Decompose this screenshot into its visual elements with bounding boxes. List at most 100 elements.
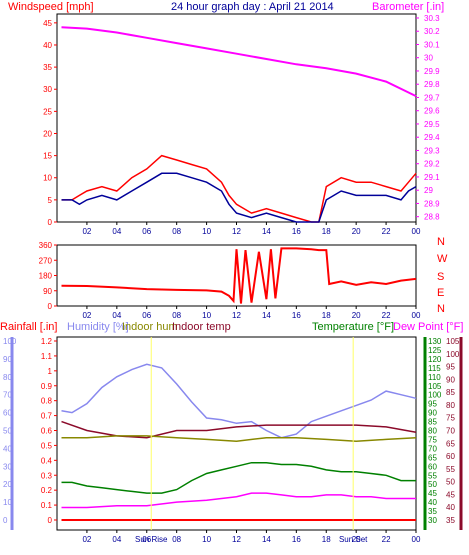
dir-x-tick-label: 22 [382,311,391,320]
dir-x-tick-label: 12 [232,311,241,320]
baro-y-tick-label: 29.7 [424,93,440,102]
baro-y-tick-label: 29.1 [424,173,440,182]
dewpoint-label: Dew Point [°F] [393,321,463,333]
temperature-label: Temperature [°F] [312,321,394,333]
dir-y-tick-label: 360 [39,241,53,250]
baro-y-tick-label: 29.3 [424,146,440,155]
wind-x-tick-label: 18 [322,227,331,236]
baro-y-tick-label: 29 [424,186,433,195]
baro-y-tick-label: 28.8 [424,213,440,222]
wind-y-tick-label: 15 [43,152,52,161]
dew-y-tick-label: 105 [446,337,460,346]
temp-y-tick-label: 60 [428,462,437,471]
barometer-line [61,26,417,97]
dew-y-tick-label: 75 [446,414,455,423]
temp-y-tick-label: 85 [428,418,437,427]
wind-y-tick-label: 45 [43,19,52,28]
baro-y-tick-label: 29.4 [424,133,440,142]
baro-y-tick-label: 30 [424,54,433,63]
dew-y-tick-label: 80 [446,401,455,410]
rainfall-label: Rainfall [.in] [0,321,57,333]
humidity-y-tick-label: 0 [3,516,8,525]
humidity-y-tick-label: 30 [3,462,12,471]
temp-y-tick-label: 105 [428,382,442,391]
climate-x-tick-label: 00 [412,535,421,544]
humidity-y-tick-label: 90 [3,355,12,364]
dir-x-tick-label: 02 [82,311,91,320]
climate-x-tick-label: 22 [382,535,391,544]
rain-y-tick-label: 1.2 [41,337,53,346]
climate-x-tick-label: 06 [142,535,151,544]
temp-y-tick-label: 50 [428,480,437,489]
rain-y-tick-label: 0.5 [41,441,53,450]
wind-y-tick-label: 40 [43,41,52,50]
climate-x-tick-label: 12 [232,535,241,544]
compass-label: N [437,236,445,248]
temp-y-tick-label: 45 [428,489,437,498]
temp-y-tick-label: 65 [428,453,437,462]
temp-y-tick-label: 100 [428,391,442,400]
dir-x-tick-label: 14 [262,311,271,320]
temp-y-tick-label: 115 [428,364,441,373]
climate-x-tick-label: 02 [82,535,91,544]
wind-y-tick-label: 10 [43,174,52,183]
climate-plot-frame [56,336,417,531]
windspeed-label: Windspeed [mph] [8,1,94,13]
wind-x-tick-label: 20 [352,227,361,236]
dew-y-tick-label: 100 [446,350,460,359]
humidity-line [61,363,417,439]
climate-x-tick-label: 18 [322,535,331,544]
baro-y-tick-label: 29.9 [424,67,440,76]
wind-x-tick-label: 00 [412,227,421,236]
temp-y-tick-label: 70 [428,444,437,453]
wind-average-line [61,172,417,223]
baro-y-tick-label: 29.2 [424,160,440,169]
climate-x-tick-label: 16 [292,535,301,544]
dir-x-tick-label: 06 [142,311,151,320]
dir-x-tick-label: 18 [322,311,331,320]
wind-x-tick-label: 08 [172,227,181,236]
wind-x-tick-label: 12 [232,227,241,236]
humidity-y-tick-label: 100 [3,337,17,346]
dew-y-tick-label: 35 [446,516,455,525]
compass-label: N [437,303,445,315]
rain-y-tick-label: 1.1 [41,352,53,361]
climate-x-tick-label: 08 [172,535,181,544]
dew-y-tick-label: 50 [446,478,455,487]
compass-label: W [437,253,448,265]
sunset-label: Sun Set [339,535,368,544]
baro-y-tick-label: 29.5 [424,120,440,129]
baro-y-tick-label: 30.3 [424,14,440,23]
baro-y-tick-label: 30.1 [424,40,440,49]
rain-y-tick-label: 0.8 [41,397,53,406]
dew-y-tick-label: 90 [446,375,455,384]
wind-x-tick-label: 02 [82,227,91,236]
wind-y-tick-label: 35 [43,63,52,72]
humidity-y-tick-label: 50 [3,427,12,436]
dir-x-tick-label: 08 [172,311,181,320]
temp-y-tick-label: 55 [428,471,437,480]
dew-y-tick-label: 95 [446,363,455,372]
indoor-hum-line [61,435,417,442]
humidity-y-tick-label: 70 [3,391,12,400]
wind-y-tick-label: 0 [48,218,53,227]
rain-y-tick-label: 0.2 [41,486,53,495]
wind-x-tick-label: 16 [292,227,301,236]
wind-x-tick-label: 06 [142,227,151,236]
rain-y-tick-label: 0.9 [41,382,53,391]
wind-y-tick-label: 5 [48,196,53,205]
dew-y-tick-label: 40 [446,503,455,512]
dir-x-tick-label: 04 [112,311,121,320]
dew-y-tick-label: 65 [446,439,455,448]
rain-y-tick-label: 0.7 [41,412,53,421]
temp-y-tick-label: 110 [428,373,441,382]
temp-y-tick-label: 95 [428,400,437,409]
climate-x-tick-label: 14 [262,535,271,544]
temp-y-tick-label: 35 [428,507,437,516]
humidity-y-tick-label: 20 [3,480,12,489]
wind-x-tick-label: 14 [262,227,271,236]
barometer-label: Barometer [.in] [372,1,444,13]
wind-gust-line [61,154,417,223]
